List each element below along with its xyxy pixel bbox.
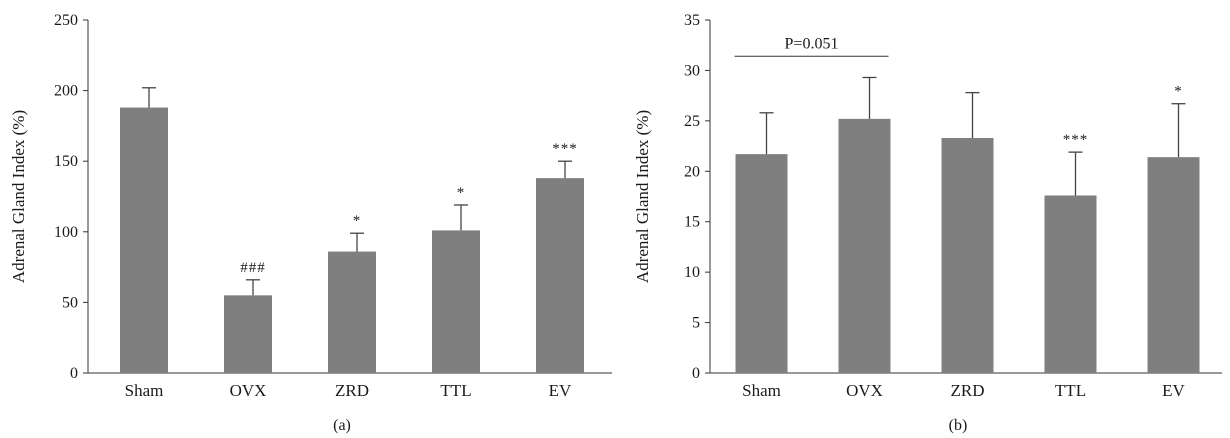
panel-b-bar-ev [1147,157,1200,373]
panel-a-significance-label: * [457,185,466,201]
panel-a-category-label: EV [549,381,572,400]
panel-b-category-label: ZRD [951,381,985,400]
panel-b-y-tick-label: 15 [684,214,700,231]
panel-a-y-tick-label: 0 [70,365,78,382]
panel-a-label: (a) [333,417,351,434]
panel-a-y-tick-label: 100 [54,224,78,241]
panel-b-y-tick-label: 25 [684,113,700,130]
panel-a-y-tick-label: 250 [54,12,78,29]
panel-a-bar-zrd [328,251,376,373]
panel-a-significance-label: ### [240,260,266,276]
panel-b-y-tick-label: 10 [684,264,700,281]
panel-a-bar-ev [536,178,584,373]
panel-b-category-label: Sham [742,381,781,400]
panel-a-y-tick-label: 50 [62,294,78,311]
panel-a-y-axis-label: Adrenal Gland Index (%) [9,110,28,283]
panel-b-bar-ttl [1044,195,1097,373]
panel-a-significance-label: *** [552,141,578,157]
panel-a-bar-ttl [432,230,480,373]
panel-b-significance-label: * [1174,84,1183,100]
panel-a-significance-label: * [353,213,362,229]
panel-a-category-label: ZRD [335,381,369,400]
panel-b-label: (b) [949,417,968,434]
panel-a-category-label: Sham [125,381,164,400]
panel-a-category-label: OVX [230,381,267,400]
panel-a-category-label: TTL [440,381,471,400]
panel-b-y-tick-label: 5 [692,315,700,332]
panel-b-y-axis-label: Adrenal Gland Index (%) [633,110,652,283]
panel-b-significance-label: *** [1063,132,1089,148]
panel-a-y-tick-label: 150 [54,153,78,170]
panel-b-bar-sham [735,154,788,373]
panel-a: 0 50 100 150 200 250 Adrenal Gland Index (%) Sh… [9,12,612,434]
panel-b-y-tick-label: 0 [692,365,700,382]
panel-b-comparison-label: P=0.051 [785,35,839,52]
panel-b-category-label: EV [1162,381,1185,400]
panel-b-bar-ovx [838,118,891,373]
panel-a-y-tick-label: 200 [54,83,78,100]
panel-b-bar-zrd [941,138,994,373]
panel-b: 0 5 10 15 20 25 30 35 Adrenal Gland Index (%) Sha… [633,12,1222,434]
panel-a-bar-sham [120,107,168,373]
panel-b-y-tick-label: 20 [684,163,700,180]
panel-b-category-label: OVX [846,381,883,400]
panel-a-bar-ovx [224,295,272,373]
panel-b-y-tick-label: 30 [684,62,700,79]
panel-b-category-label: TTL [1055,381,1086,400]
panel-b-y-tick-label: 35 [684,12,700,29]
